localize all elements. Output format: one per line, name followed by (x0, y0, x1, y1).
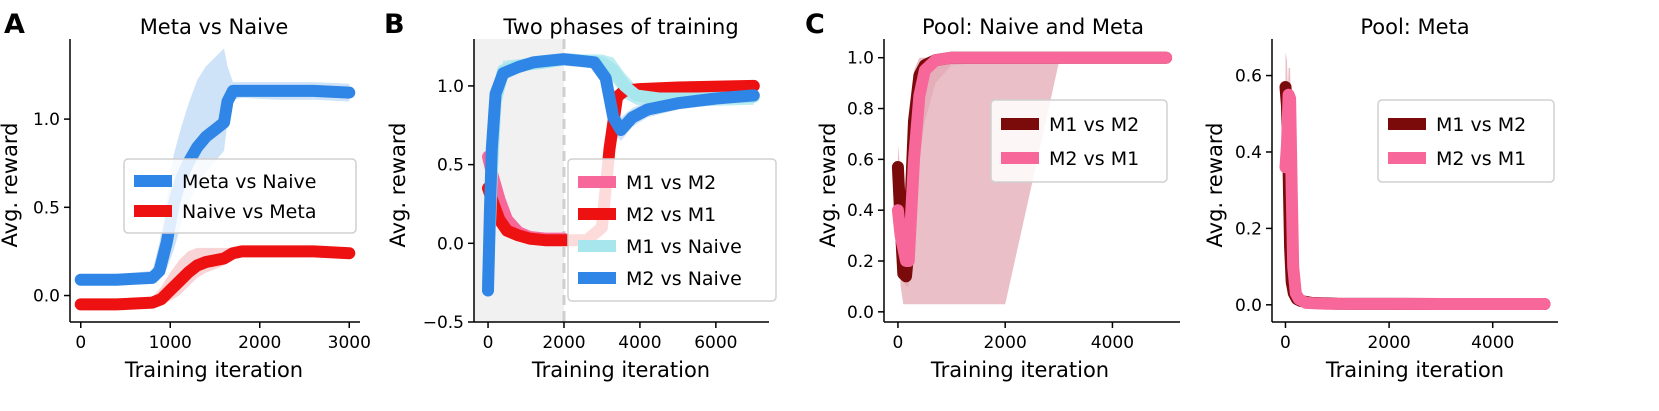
y-tick-label: 0.5 (437, 156, 464, 176)
y-tick-label: 0.0 (1235, 296, 1262, 316)
x-tick-label: 4000 (1471, 333, 1514, 353)
legend-label-2: M1 vs Naive (626, 236, 742, 258)
y-tick-label: 0.2 (847, 252, 874, 272)
y-tick-label: 0.5 (33, 198, 60, 218)
x-tick-label: 4000 (1091, 333, 1134, 353)
legend-label-1: M2 vs M1 (1049, 148, 1139, 170)
x-tick-label: 0 (75, 333, 86, 353)
series-line-1 (1279, 88, 1551, 310)
legend-label-1: M2 vs M1 (1436, 148, 1526, 170)
y-tick-label: 1.0 (847, 49, 874, 69)
panel-a-xlabel: Training iteration (124, 358, 303, 382)
panel-d-ylabel: Avg. reward (1203, 123, 1227, 248)
panel-b-xlabel: Training iteration (531, 358, 710, 382)
series-line-1 (891, 51, 1173, 267)
series-line-0 (74, 84, 356, 286)
panel-d-xlabel: Training iteration (1325, 358, 1504, 382)
x-tick-label: 0 (1280, 333, 1291, 353)
panel-c-xlabel: Training iteration (930, 358, 1109, 382)
x-tick-label: 1000 (149, 333, 192, 353)
panel-b-ylabel: Avg. reward (386, 123, 410, 248)
plot-area (74, 48, 356, 311)
legend-box (123, 158, 357, 234)
legend-label-0: M1 vs M2 (1436, 114, 1526, 136)
y-tick-label: 0.2 (1235, 219, 1262, 239)
panel-a-plot: 0 1000 2000 3000 0.0 0.5 1.0 Meta vs Naive Naive… (33, 39, 371, 353)
y-tick-label: 0.6 (847, 150, 874, 170)
panel-letter-a: A (4, 9, 25, 40)
legend-label-0: Meta vs Naive (182, 171, 316, 193)
panel-a-ylabel: Avg. reward (0, 123, 22, 248)
panel-a-title: Meta vs Naive (140, 15, 289, 39)
panel-letter-b: B (384, 9, 405, 40)
legend-box (567, 158, 777, 302)
legend-label-1: Naive vs Meta (182, 201, 316, 223)
legend-label-0: M1 vs M2 (1049, 114, 1139, 136)
panel-d-plot: 0 2000 4000 0.0 0.2 0.4 0.6 M1 vs M2 M2 vs M1 (1235, 39, 1558, 353)
x-tick-label: 3000 (328, 333, 371, 353)
y-tick-label: 0.0 (33, 287, 60, 307)
panel-c-title: Pool: Naive and Meta (922, 15, 1144, 39)
panel-b-plot: 0 2000 4000 6000 −0.5 0.0 0.5 1.0 M1 vs M2 M2 vs … (423, 39, 777, 353)
y-tick-label: 0.4 (1235, 143, 1262, 163)
legend: M1 vs M2 M2 vs M1 (1377, 99, 1555, 183)
panel-c-plot: 0 2000 4000 0.0 0.2 0.4 0.6 0.8 1.0 M1 vs M2 M2 vs… (847, 39, 1180, 353)
y-tick-label: 0.4 (847, 201, 874, 221)
y-tick-label: 0.0 (847, 303, 874, 323)
y-tick-label: 1.0 (33, 110, 60, 130)
x-tick-label: 6000 (694, 333, 737, 353)
legend-label-0: M1 vs M2 (626, 172, 716, 194)
series-line-1 (74, 245, 356, 311)
x-tick-label: 2000 (542, 333, 585, 353)
series-line-3 (482, 53, 760, 297)
series-band-0 (80, 48, 350, 285)
y-tick-label: 1.0 (437, 77, 464, 97)
legend: M1 vs M2 M2 vs M1 M1 vs Naive M2 vs Naive (567, 158, 777, 302)
y-tick-label: 0.6 (1235, 67, 1262, 87)
panel-d-title: Pool: Meta (1360, 15, 1469, 39)
y-tick-label: 0.0 (437, 234, 464, 254)
x-tick-label: 2000 (238, 333, 281, 353)
legend: Meta vs Naive Naive vs Meta (123, 158, 357, 234)
legend-label-1: M2 vs M1 (626, 204, 716, 226)
panel-c-ylabel: Avg. reward (816, 123, 840, 248)
x-tick-label: 2000 (1367, 333, 1410, 353)
y-tick-label: 0.8 (847, 100, 874, 120)
x-tick-label: 0 (893, 333, 904, 353)
legend-label-3: M2 vs Naive (626, 268, 742, 290)
y-tick-label: −0.5 (423, 313, 464, 333)
x-tick-label: 0 (483, 333, 494, 353)
legend: M1 vs M2 M2 vs M1 (990, 99, 1168, 183)
x-tick-label: 2000 (984, 333, 1027, 353)
panel-b-title: Two phases of training (502, 15, 738, 39)
panel-letter-c: C (805, 9, 825, 40)
plot-area (1279, 52, 1551, 310)
x-tick-label: 4000 (618, 333, 661, 353)
